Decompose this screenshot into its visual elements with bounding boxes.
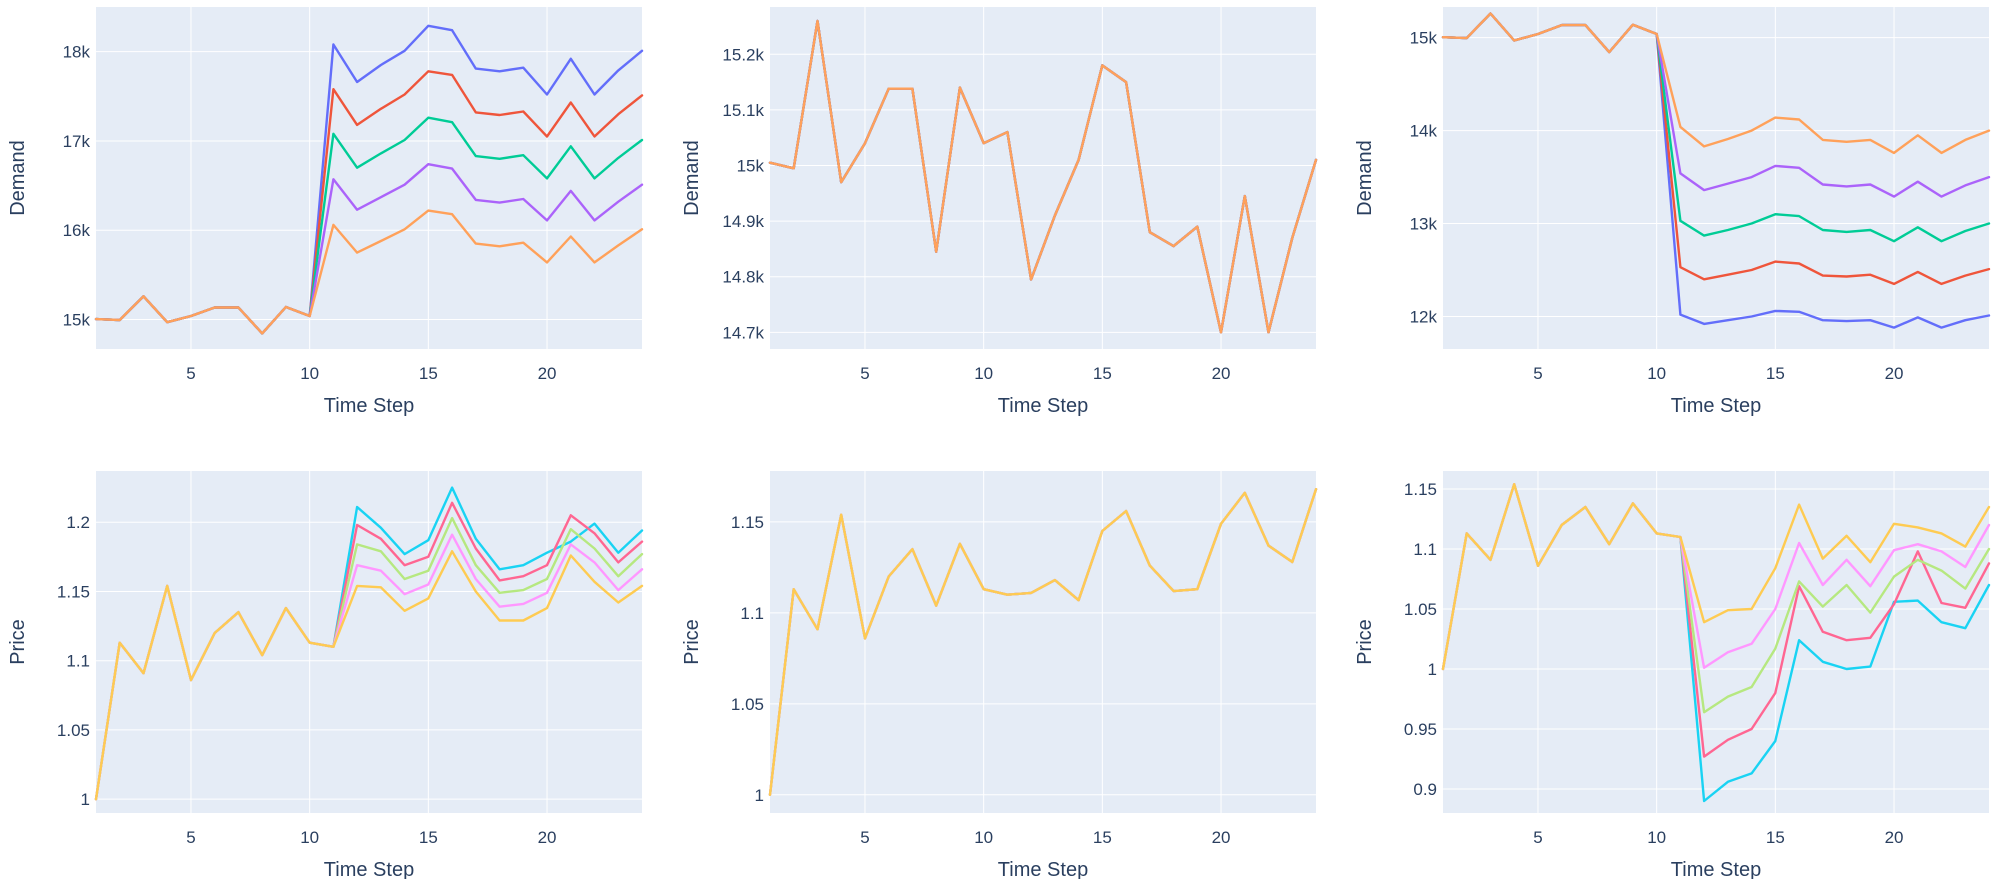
y-axis-title: Price bbox=[1354, 619, 1376, 665]
x-tick-label: 10 bbox=[300, 364, 319, 383]
y-tick-label: 15k bbox=[1410, 29, 1438, 48]
y-tick-label: 0.95 bbox=[1404, 720, 1437, 739]
x-tick-label: 20 bbox=[1885, 828, 1904, 847]
y-tick-label: 14.8k bbox=[722, 268, 764, 287]
x-tick-label: 20 bbox=[1212, 828, 1231, 847]
y-tick-label: 1.05 bbox=[731, 695, 764, 714]
x-axis-title: Time Step bbox=[998, 859, 1088, 879]
subplot-4: 5 10 15 20 1 1.05 1.1 1.15 1.2 Time Step Price bbox=[7, 471, 644, 879]
x-tick-label: 10 bbox=[1647, 364, 1666, 383]
series-line-5 bbox=[1441, 12, 1991, 155]
y-tick-label: 15.1k bbox=[722, 101, 764, 120]
y-tick-label: 1.15 bbox=[1404, 480, 1437, 499]
y-tick-label: 1.2 bbox=[66, 513, 90, 532]
subplot-6: 5 10 15 20 0.9 0.95 1 1.05 1.1 1.15 Time Step Price bbox=[1354, 471, 1991, 879]
y-tick-label: 18k bbox=[63, 43, 91, 62]
y-axis-title: Demand bbox=[681, 140, 703, 216]
y-axis-title: Price bbox=[681, 619, 703, 665]
x-tick-label: 10 bbox=[300, 828, 319, 847]
x-tick-label: 10 bbox=[1647, 828, 1666, 847]
x-axis-title: Time Step bbox=[998, 395, 1088, 417]
y-tick-label: 14.9k bbox=[722, 212, 764, 231]
y-tick-label: 1.15 bbox=[731, 513, 764, 532]
y-tick-label: 1 bbox=[1428, 660, 1437, 679]
y-tick-label: 15k bbox=[63, 311, 91, 330]
y-tick-label: 1.05 bbox=[1404, 600, 1437, 619]
y-axis-title: Demand bbox=[7, 140, 29, 216]
plot-background bbox=[1443, 7, 1989, 349]
subplot-1: 5 10 15 20 15k 16k 17k 18k Time Step Demand bbox=[7, 7, 644, 417]
plot-background bbox=[1443, 471, 1989, 813]
y-tick-label: 16k bbox=[63, 221, 91, 240]
subplot-3: 5 10 15 20 12k 13k 14k 15k Time Step Demand bbox=[1354, 7, 1991, 417]
y-tick-label: 14.7k bbox=[722, 323, 764, 342]
y-tick-label: 14k bbox=[1410, 122, 1438, 141]
x-tick-label: 5 bbox=[1533, 828, 1542, 847]
y-axis-title: Demand bbox=[1354, 140, 1376, 216]
x-tick-label: 15 bbox=[419, 828, 438, 847]
x-tick-label: 5 bbox=[860, 828, 869, 847]
x-tick-label: 20 bbox=[1885, 364, 1904, 383]
y-tick-label: 15k bbox=[737, 156, 765, 175]
y-tick-label: 12k bbox=[1410, 307, 1438, 326]
y-tick-label: 0.9 bbox=[1413, 780, 1437, 799]
subplot-2: 5 10 15 20 14.7k 14.8k 14.9k 15k 15.1k 15.2k Time … bbox=[681, 7, 1318, 417]
x-axis-title: Time Step bbox=[324, 859, 414, 879]
series-line-5 bbox=[94, 209, 644, 335]
y-tick-label: 1.1 bbox=[1413, 540, 1437, 559]
x-axis-title: Time Step bbox=[324, 395, 414, 417]
series-line-5 bbox=[768, 19, 1318, 334]
x-axis-title: Time Step bbox=[1671, 859, 1761, 879]
y-tick-label: 17k bbox=[63, 132, 91, 151]
y-tick-label: 1.15 bbox=[57, 582, 90, 601]
x-tick-label: 20 bbox=[538, 828, 557, 847]
x-tick-label: 15 bbox=[1766, 828, 1785, 847]
x-tick-label: 5 bbox=[1533, 364, 1542, 383]
subplot-5: 5 10 15 20 1 1.05 1.1 1.15 Time Step Price bbox=[681, 471, 1318, 879]
x-tick-label: 5 bbox=[860, 364, 869, 383]
series-line-5 bbox=[1441, 483, 1991, 671]
x-tick-label: 20 bbox=[1212, 364, 1231, 383]
series-line-5 bbox=[94, 550, 644, 801]
x-tick-label: 5 bbox=[186, 828, 195, 847]
x-tick-label: 20 bbox=[538, 364, 557, 383]
x-axis-title: Time Step bbox=[1671, 395, 1761, 417]
plot-background bbox=[96, 7, 642, 349]
x-tick-label: 10 bbox=[974, 364, 993, 383]
y-tick-label: 1 bbox=[755, 786, 764, 805]
y-tick-label: 1.1 bbox=[740, 604, 764, 623]
x-tick-label: 10 bbox=[974, 828, 993, 847]
series-line-5 bbox=[768, 488, 1318, 796]
x-tick-label: 15 bbox=[1093, 364, 1112, 383]
y-tick-label: 1 bbox=[81, 790, 90, 809]
x-tick-label: 15 bbox=[1093, 828, 1112, 847]
plot-background bbox=[770, 7, 1316, 349]
x-tick-label: 15 bbox=[1766, 364, 1785, 383]
plot-background bbox=[96, 471, 642, 813]
y-tick-label: 15.2k bbox=[722, 45, 764, 64]
y-tick-label: 1.05 bbox=[57, 721, 90, 740]
plot-background bbox=[770, 471, 1316, 813]
y-tick-label: 1.1 bbox=[66, 652, 90, 671]
x-tick-label: 5 bbox=[186, 364, 195, 383]
y-tick-label: 13k bbox=[1410, 215, 1438, 234]
y-axis-title: Price bbox=[7, 619, 29, 665]
x-tick-label: 15 bbox=[419, 364, 438, 383]
